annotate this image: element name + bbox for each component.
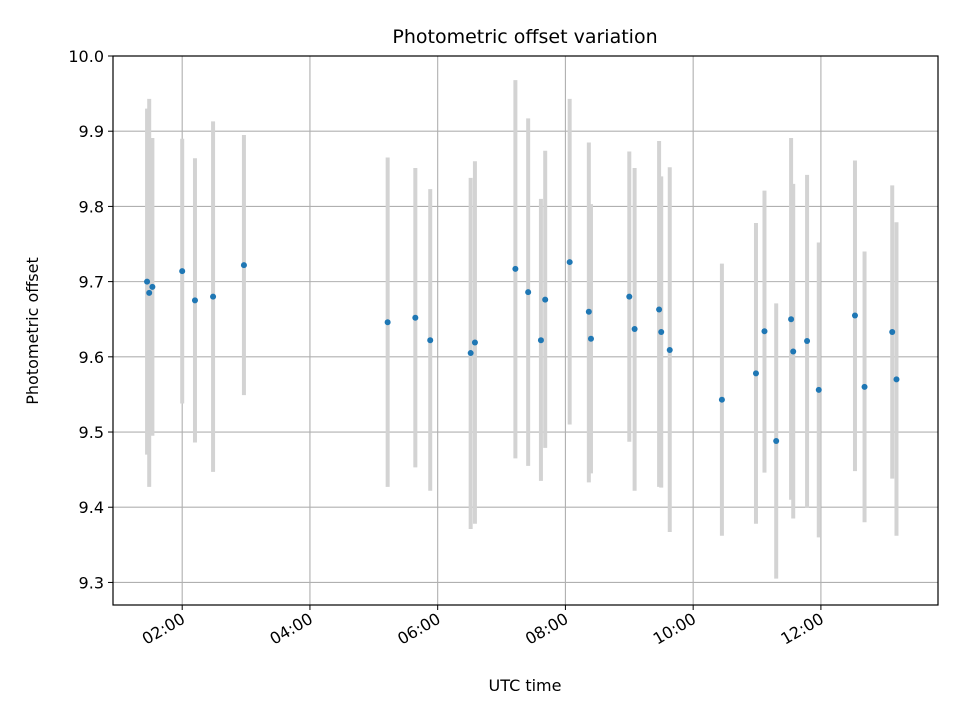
- data-point: [666, 347, 673, 354]
- data-point: [512, 265, 519, 272]
- data-point: [542, 296, 549, 303]
- data-points: [144, 259, 900, 445]
- data-point: [889, 329, 896, 336]
- data-point: [149, 283, 156, 290]
- data-point: [804, 338, 811, 345]
- data-point: [467, 350, 474, 357]
- data-point: [537, 337, 544, 344]
- data-point: [146, 289, 153, 296]
- data-point: [815, 386, 822, 393]
- data-point: [851, 312, 858, 319]
- y-tick-label: 9.3: [79, 573, 104, 592]
- y-tick-label: 9.9: [79, 122, 104, 141]
- data-point: [761, 328, 768, 335]
- data-point: [631, 325, 638, 332]
- y-axis-label: Photometric offset: [23, 257, 42, 405]
- data-point: [191, 297, 198, 304]
- data-point: [144, 278, 151, 285]
- data-point: [656, 306, 663, 313]
- data-point: [525, 289, 532, 296]
- y-axis-ticks: 9.3 9.4 9.5 9.6 9.7 9.8 9.9 10.0: [68, 47, 113, 592]
- y-tick-label: 9.8: [79, 197, 104, 216]
- data-point: [240, 262, 247, 269]
- chart-title: Photometric offset variation: [392, 26, 657, 48]
- data-point: [861, 383, 868, 390]
- data-point: [412, 314, 419, 321]
- data-point: [790, 348, 797, 355]
- data-point: [179, 268, 186, 275]
- data-point: [893, 376, 900, 383]
- data-point: [658, 329, 665, 336]
- y-tick-label: 10.0: [68, 47, 104, 66]
- data-point: [587, 335, 594, 342]
- x-axis-label: UTC time: [489, 676, 562, 695]
- y-tick-label: 9.7: [79, 273, 104, 292]
- data-point: [384, 319, 391, 326]
- plot-frame: [112, 55, 939, 606]
- y-tick-label: 9.6: [79, 348, 104, 367]
- data-point: [752, 370, 759, 377]
- data-point: [773, 438, 780, 445]
- data-point: [210, 293, 217, 300]
- data-point: [788, 316, 795, 323]
- data-point: [718, 396, 725, 403]
- data-point: [471, 339, 478, 346]
- y-tick-label: 9.5: [79, 423, 104, 442]
- data-point: [626, 293, 633, 300]
- data-point: [585, 308, 592, 315]
- data-point: [566, 259, 573, 266]
- data-point: [427, 337, 434, 344]
- y-tick-label: 9.4: [79, 498, 104, 517]
